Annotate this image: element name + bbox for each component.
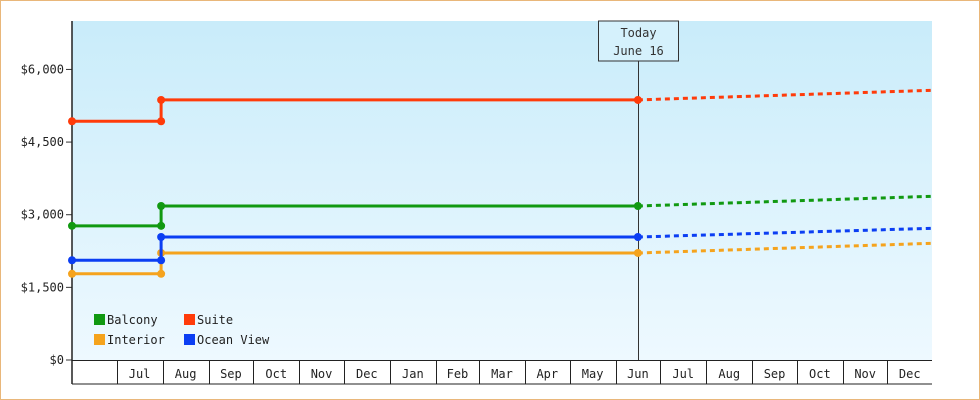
x-tick-label: Apr [536,367,558,381]
series-line-ocean-view [72,235,638,262]
x-tick-label: Aug [175,367,197,381]
x-tick-label: Mar [491,367,513,381]
data-point-balcony [157,221,166,230]
legend-label-balcony: Balcony [107,313,158,327]
data-point-balcony [157,201,166,210]
x-tick-label: Oct [809,367,831,381]
series-forecast-interior [637,241,933,255]
legend-swatch-ocean-view [184,334,195,345]
series-line-suite [72,98,638,123]
series-suite [68,88,933,126]
axes-layer: $0 $1,500 $3,000 $4,500 $6,000 Jul Aug Sep Oct No… [21,21,932,385]
legend-swatch-interior [94,334,105,345]
data-point-ocean-view [157,256,166,265]
data-point-suite [157,95,166,104]
x-tick-label: Jan [402,367,424,381]
today-label-line2: June 16 [613,44,664,58]
x-tick-label: Jul [672,367,694,381]
series-ocean-view [68,226,933,265]
data-point-suite [633,95,642,104]
legend: Balcony Suite Interior Ocean View [94,313,270,347]
x-tick-label: Sep [220,367,242,381]
series-forecast-balcony [637,194,933,208]
plot-background [72,21,932,360]
data-point-interior [633,248,642,257]
data-point-balcony [633,201,642,210]
y-tick-label: $4,500 [21,135,64,149]
y-tick-label: $3,000 [21,208,64,222]
data-point-interior [157,269,166,278]
legend-label-interior: Interior [107,333,165,347]
x-tick-label: Nov [311,367,333,381]
x-tick-label: May [582,367,604,381]
data-point-interior [68,269,76,278]
x-tick-label: Feb [447,367,469,381]
today-label-line1: Today [620,26,656,40]
y-tick-label: $1,500 [21,280,64,294]
series-forecast-suite [637,88,933,102]
x-tick-label: Jul [129,367,151,381]
x-tick-label: Dec [356,367,378,381]
data-point-ocean-view [157,232,166,241]
series-layer [68,88,933,278]
data-point-ocean-view [68,256,76,265]
data-point-suite [68,117,76,126]
today-label-box [598,20,679,62]
series-balcony [68,194,933,230]
x-tick-label: Nov [854,367,876,381]
x-tick-label: Sep [764,367,786,381]
x-tick-label: Aug [718,367,740,381]
series-forecast-ocean-view [637,226,933,239]
legend-swatch-balcony [94,314,105,325]
x-tick-label: Dec [899,367,921,381]
legend-label-suite: Suite [197,313,233,327]
legend-label-ocean-view: Ocean View [197,333,270,347]
data-point-ocean-view [633,232,642,241]
data-point-balcony [68,221,76,230]
legend-swatch-suite [184,314,195,325]
x-tick-label: Jun [627,367,649,381]
series-line-balcony [72,204,638,228]
y-tick-label: $0 [50,353,64,367]
data-point-suite [157,117,166,126]
today-marker: Today June 16 [598,20,679,360]
x-tick-label: Oct [265,367,287,381]
y-tick-label: $6,000 [21,62,64,76]
